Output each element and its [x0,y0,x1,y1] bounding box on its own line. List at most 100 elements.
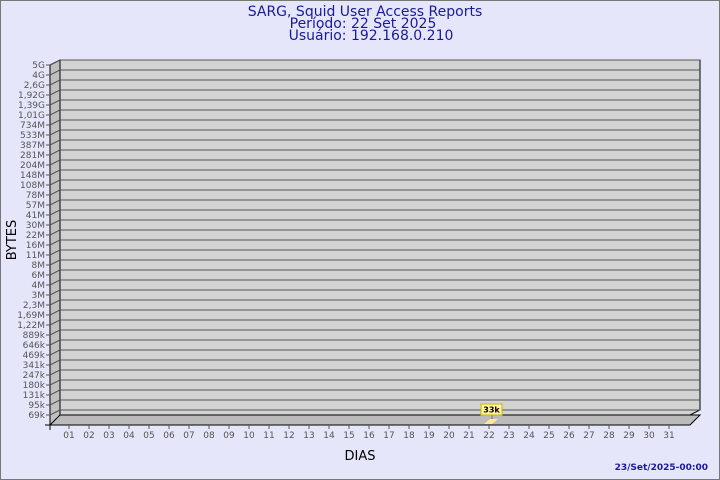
chart-title: SARG, Squid User Access Reports [248,4,483,20]
x-tick-label: 02 [83,431,94,441]
grid-depth-line [49,159,61,166]
x-tick-label: 09 [223,431,235,441]
y-tick-label: 8M [32,261,46,271]
grid-depth-line [49,149,61,156]
x-tick-label: 05 [143,431,154,441]
x-tick-label: 30 [643,431,655,441]
y-tick-label: 1,69M [17,311,45,321]
x-tick-label: 15 [343,431,354,441]
y-tick-label: 57M [26,201,45,211]
x-tick-label: 21 [463,431,474,441]
y-tick-label: 1,39G [18,101,45,111]
y-tick-label: 1,22M [17,321,45,331]
y-tick-label: 281M [20,151,45,161]
y-tick-label: 2,3M [23,301,45,311]
x-tick-label: 17 [383,431,394,441]
y-tick-label: 646k [23,341,46,351]
grid-depth-line [49,359,61,366]
grid-depth-line [49,249,61,256]
grid-depth-line [49,389,61,396]
grid-depth-line [49,219,61,226]
grid-depth-line [49,299,61,306]
grid-depth-line [49,69,61,76]
grid-depth-line [49,99,61,106]
report-timestamp: 23/Set/2025-00:00 [615,463,708,473]
grid-depth-line [49,369,61,376]
x-tick-label: 24 [523,431,535,441]
data-label: 33k [483,406,500,415]
x-tick-label: 16 [363,431,375,441]
grid-depth-line [49,329,61,336]
x-tick-label: 04 [123,431,135,441]
y-tick-label: 3M [32,291,46,301]
grid-depth-line [49,209,61,216]
x-tick-label: 12 [283,431,294,441]
y-tick-label: 22M [26,231,45,241]
y-tick-label: 247k [23,371,46,381]
y-tick-label: 5G [32,61,45,71]
y-tick-label: 1,92G [18,91,45,101]
y-tick-label: 1,01G [18,111,45,121]
y-tick-label: 180k [23,381,46,391]
x-tick-label: 28 [603,431,615,441]
y-tick-label: 387M [20,141,45,151]
grid-depth-line [49,239,61,246]
y-tick-label: 30M [26,221,45,231]
y-tick-label: 78M [26,191,45,201]
grid-depth-line [49,399,61,406]
grid-depth-line [49,409,61,416]
data-label-box [480,403,503,416]
x-tick-label: 31 [663,431,674,441]
grid-depth-line [49,89,61,96]
grid-depth-line [49,169,61,176]
y-tick-label: 41M [26,211,45,221]
grid-depth-line [49,289,61,296]
grid-depth-line [49,269,61,276]
bar-day-22 [484,419,498,424]
grid-depth-line [49,279,61,286]
x-tick-label: 20 [443,431,455,441]
y-tick-label: 734M [20,121,45,131]
grid-depth-line [49,379,61,386]
x-tick-label: 29 [623,431,635,441]
back-wall [49,59,701,416]
y-tick-label: 4G [32,71,45,81]
x-tick-label: 03 [103,431,114,441]
x-axis-label: DIAS [345,449,376,464]
x-tick-label: 27 [583,431,594,441]
grid-depth-line [49,229,61,236]
y-tick-label: 11M [26,251,45,261]
x-tick-label: 07 [183,431,194,441]
chart-period: Período: 22 Set 2025 [290,16,437,32]
grid-depth-line [49,179,61,186]
y-tick-label: 889k [23,331,46,341]
grid-depth-line [49,139,61,146]
grid-depth-line [49,309,61,316]
grid-depth-line [49,129,61,136]
grid-depth-line [49,59,61,66]
y-tick-label: 16M [26,241,45,251]
x-tick-label: 06 [163,431,175,441]
x-tick-label: 23 [503,431,514,441]
x-tick-label: 01 [63,431,74,441]
y-axis-label: BYTES [5,220,20,261]
y-tick-label: 95k [28,401,45,411]
floor [48,414,702,426]
x-tick-label: 08 [203,431,215,441]
grid-depth-line [49,339,61,346]
grid-depth-line [49,259,61,266]
x-tick-label: 14 [323,431,335,441]
x-tick-label: 19 [423,431,435,441]
y-tick-label: 131k [23,391,46,401]
x-tick-label: 11 [263,431,274,441]
y-tick-label: 69k [28,411,45,421]
y-tick-label: 6M [32,271,46,281]
x-tick-label: 22 [483,431,494,441]
grid-depth-line [49,109,61,116]
chart-user: Usuário: 192.168.0.210 [289,28,454,44]
y-tick-label: 108M [20,181,45,191]
x-tick-label: 26 [563,431,575,441]
x-tick-label: 18 [403,431,415,441]
grid-depth-line [49,319,61,326]
x-tick-label: 13 [303,431,314,441]
